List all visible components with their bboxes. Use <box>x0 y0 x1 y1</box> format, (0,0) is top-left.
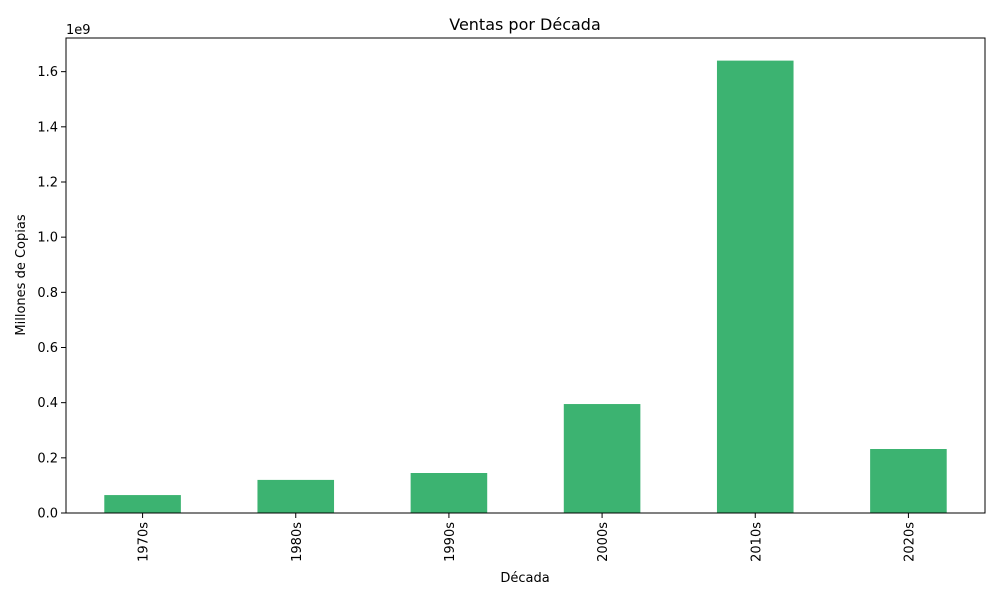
y-tick-label: 0.0 <box>37 507 58 522</box>
bar-2000s <box>563 404 641 513</box>
bars-group <box>104 60 947 513</box>
y-tick-label: 0.6 <box>37 341 58 356</box>
y-ticks-group: 0.0 0.2 0.4 0.6 0.8 1.0 1.2 1.4 1.6 <box>37 65 66 522</box>
x-tick-label: 1990s <box>443 522 458 562</box>
y-axis-label: Millones de Copias <box>14 214 29 335</box>
x-tick-label: 1970s <box>137 522 152 562</box>
bar-2010s <box>716 60 794 513</box>
bar-1990s <box>410 473 488 513</box>
y-tick-label: 1.6 <box>37 65 58 80</box>
x-tick-label: 1980s <box>290 522 305 562</box>
x-ticks-group: 1970s 1980s 1990s 2000s 2010s 2020s <box>137 513 917 562</box>
bar-1970s <box>104 495 181 513</box>
x-tick-label: 2000s <box>596 522 611 562</box>
y-tick-label: 1.2 <box>37 175 58 190</box>
plot-frame <box>65 37 986 514</box>
bar-1980s <box>257 479 335 513</box>
bar-2020s <box>870 449 947 513</box>
x-axis-label: Década <box>500 571 549 586</box>
y-scale-note: 1e9 <box>66 23 91 38</box>
x-tick-label: 2020s <box>902 522 917 562</box>
y-tick-label: 1.4 <box>37 120 58 135</box>
x-tick-label: 2010s <box>749 522 764 562</box>
y-tick-label: 1.0 <box>37 231 58 246</box>
y-tick-label: 0.4 <box>37 396 58 411</box>
y-tick-label: 0.8 <box>37 286 58 301</box>
chart-title: Ventas por Década <box>449 15 601 34</box>
y-tick-label: 0.2 <box>37 451 58 466</box>
